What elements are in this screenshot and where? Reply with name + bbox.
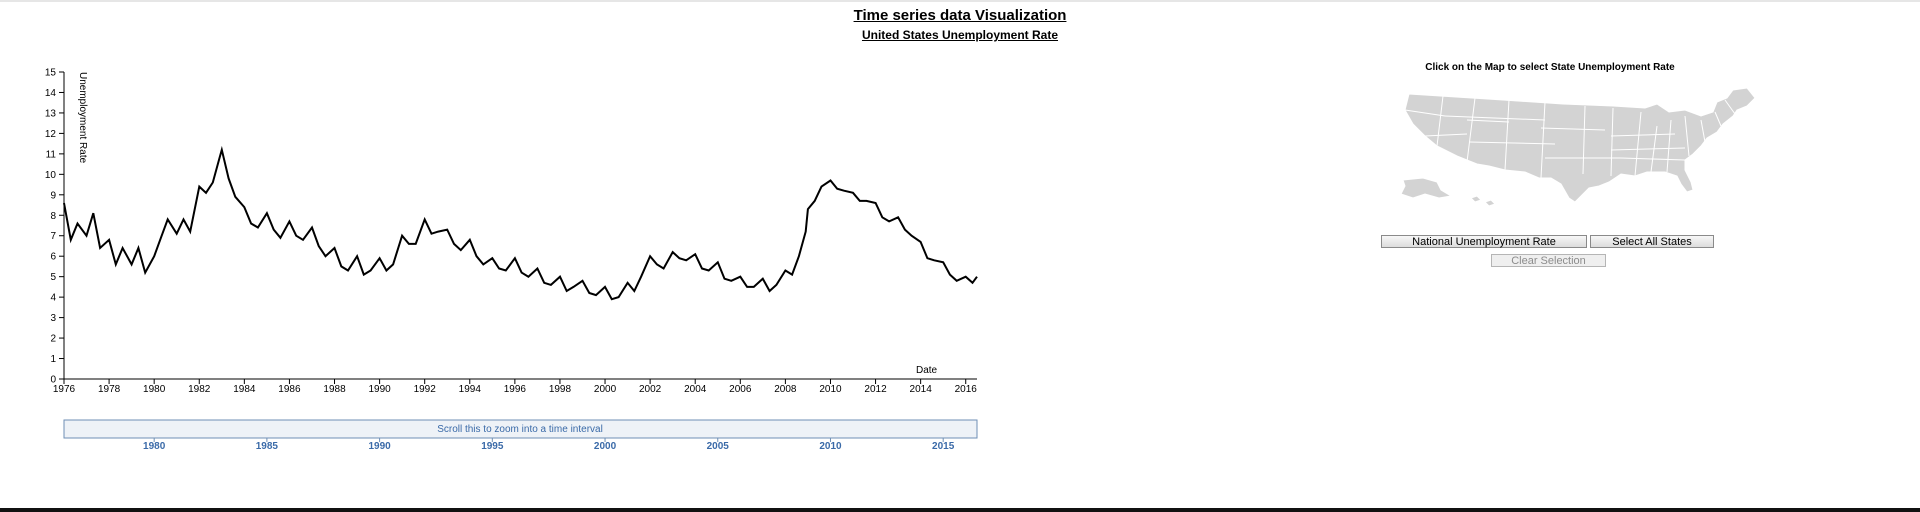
x-tick-label: 1988 — [323, 384, 346, 395]
x-tick-label: 1980 — [143, 384, 166, 395]
y-tick-label: 7 — [50, 231, 56, 242]
page-subtitle: United States Unemployment Rate — [0, 28, 1920, 42]
page-title: Time series data Visualization — [0, 7, 1920, 24]
page-subtitle-text: United States Unemployment Rate — [861, 28, 1059, 42]
y-tick-label: 5 — [50, 272, 56, 283]
brush-tick-label: 2005 — [707, 441, 730, 452]
x-tick-label: 1994 — [459, 384, 482, 395]
map-prompt: Click on the Map to select State Unemplo… — [1425, 62, 1675, 73]
y-tick-label: 11 — [46, 149, 57, 160]
x-tick-label: 2002 — [639, 384, 662, 395]
select-all-states-button[interactable]: Select All States — [1590, 235, 1714, 248]
x-tick-label: 2014 — [910, 384, 933, 395]
x-tick-label: 1976 — [53, 384, 76, 395]
x-tick-label: 2004 — [684, 384, 707, 395]
brush-tick-label: 1990 — [368, 441, 391, 452]
y-tick-label: 10 — [45, 170, 57, 181]
x-tick-label: 1986 — [278, 384, 301, 395]
us-state-map[interactable] — [1385, 86, 1765, 211]
x-tick-label: 1978 — [98, 384, 121, 395]
x-axis: 1976 1978 1980 1982 1984 1986 1988 1990 1992 1994… — [53, 378, 978, 395]
brush-tick-label: 1980 — [143, 441, 166, 452]
brush-tick-label: 2015 — [932, 441, 955, 452]
x-tick-label: 1998 — [549, 384, 572, 395]
brush-tick-label: 2010 — [819, 441, 842, 452]
time-zoom-brush[interactable]: Scroll this to zoom into a time interval… — [0, 0, 1000, 460]
y-tick-label: 9 — [50, 190, 56, 201]
x-tick-label: 2006 — [729, 384, 752, 395]
y-tick-label: 12 — [45, 129, 57, 140]
x-tick-label: 1982 — [188, 384, 211, 395]
y-tick-label: 14 — [45, 88, 57, 99]
y-tick-label: 3 — [50, 313, 56, 324]
brush-tick-label: 1995 — [481, 441, 504, 452]
brush-axis: 1980 1985 1990 1995 2000 2005 2010 2015 — [143, 438, 955, 452]
brush-area[interactable] — [63, 419, 978, 439]
x-tick-label: 2016 — [955, 384, 978, 395]
x-tick-label: 2000 — [594, 384, 617, 395]
bottom-border — [0, 508, 1920, 512]
x-tick-label: 2012 — [864, 384, 887, 395]
x-tick-label: 1990 — [368, 384, 391, 395]
x-tick-label: 2010 — [819, 384, 842, 395]
national-unemployment-button[interactable]: National Unemployment Rate — [1381, 235, 1587, 248]
brush-tick-label: 2000 — [594, 441, 617, 452]
brush-label: Scroll this to zoom into a time interval — [437, 424, 603, 435]
x-tick-label: 1992 — [414, 384, 437, 395]
brush-tick-label: 1985 — [256, 441, 279, 452]
y-tick-label: 13 — [45, 108, 57, 119]
y-tick-label: 15 — [45, 68, 57, 79]
page-title-text: Time series data Visualization — [853, 7, 1067, 24]
y-tick-label: 8 — [50, 211, 56, 222]
map-shapes — [1400, 87, 1756, 207]
x-tick-label: 2008 — [774, 384, 797, 395]
state-borders — [1404, 95, 1736, 179]
unemployment-series-line — [63, 145, 978, 301]
y-tick-label: 0 — [50, 375, 56, 386]
x-tick-label: 1984 — [233, 384, 256, 395]
x-axis-label: Date — [916, 365, 938, 376]
y-axis-label: Unemployment Rate — [77, 72, 88, 164]
clear-selection-button[interactable]: Clear Selection — [1491, 254, 1606, 267]
y-tick-label: 4 — [50, 293, 56, 304]
top-border — [0, 0, 1920, 2]
hawaii-shape[interactable] — [1470, 195, 1496, 207]
x-tick-label: 1996 — [504, 384, 527, 395]
us-mainland-shape[interactable] — [1404, 87, 1756, 203]
y-tick-label: 6 — [50, 252, 56, 263]
y-tick-label: 2 — [50, 334, 56, 345]
alaska-shape[interactable] — [1400, 177, 1453, 199]
y-tick-label: 1 — [50, 354, 56, 365]
